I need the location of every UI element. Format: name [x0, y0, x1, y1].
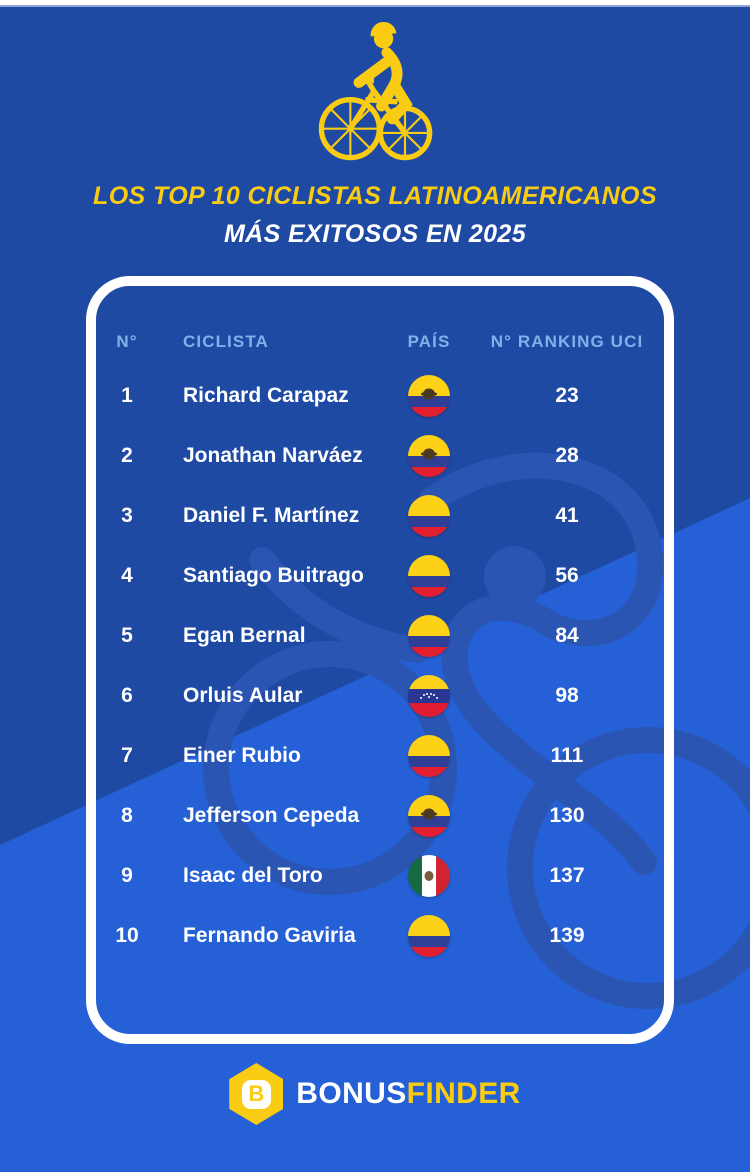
uci-ranking-value: 41	[555, 504, 579, 527]
flag-colombia-icon	[408, 915, 450, 957]
uci-ranking-value: 28	[555, 444, 579, 467]
rank-position: 1	[121, 384, 133, 407]
cyclist-name: Daniel F. Martínez	[183, 504, 360, 527]
table-row: 6 Orluis Aular 98	[96, 666, 664, 726]
uci-ranking-value: 139	[549, 924, 585, 947]
uci-ranking-value: 137	[549, 864, 585, 887]
brand-wordmark: BONUSFINDER	[296, 1077, 520, 1111]
table-row: 7 Einer Rubio 111	[96, 726, 664, 786]
rank-position: 6	[121, 684, 133, 707]
table-row: 1 Richard Carapaz 23	[96, 366, 664, 426]
brand-finder: FINDER	[406, 1077, 521, 1110]
bonusfinder-hexagon-icon: B	[229, 1063, 284, 1125]
uci-ranking-value: 56	[555, 564, 579, 587]
table-row: 3 Daniel F. Martínez 41	[96, 486, 664, 546]
rank-position: 7	[121, 744, 133, 767]
rank-position: 2	[121, 444, 133, 467]
rank-position: 10	[115, 924, 139, 947]
column-header-country: PAÍS	[407, 332, 451, 351]
cyclist-name: Egan Bernal	[183, 624, 306, 647]
country-flag-cell	[388, 855, 470, 897]
brand-bonus: BONUS	[296, 1077, 407, 1110]
flag-ecuador-icon	[408, 435, 450, 477]
country-flag-cell	[388, 915, 470, 957]
country-flag-cell	[388, 675, 470, 717]
top-edge-strip	[0, 0, 750, 5]
rank-position: 3	[121, 504, 133, 527]
uci-ranking-value: 98	[555, 684, 579, 707]
flag-colombia-icon	[408, 615, 450, 657]
flag-mexico-icon	[408, 855, 450, 897]
country-flag-cell	[388, 375, 470, 417]
country-flag-cell	[388, 615, 470, 657]
flag-ecuador-icon	[408, 375, 450, 417]
cyclist-name: Orluis Aular	[183, 684, 303, 707]
table-row: 9 Isaac del Toro 137	[96, 846, 664, 906]
country-flag-cell	[388, 735, 470, 777]
country-flag-cell	[388, 795, 470, 837]
column-header-number: N°	[116, 332, 138, 351]
flag-colombia-icon	[408, 735, 450, 777]
column-header-cyclist: CICLISTA	[183, 332, 269, 351]
flag-colombia-icon	[408, 555, 450, 597]
rank-position: 9	[121, 864, 133, 887]
rank-position: 8	[121, 804, 133, 827]
cyclist-name: Jonathan Narváez	[183, 444, 363, 467]
rank-position: 4	[121, 564, 133, 587]
table-row: 8 Jefferson Cepeda 130	[96, 786, 664, 846]
uci-ranking-value: 111	[550, 744, 584, 767]
table-row: 10 Fernando Gaviria 139	[96, 906, 664, 966]
table-row: 2 Jonathan Narváez 28	[96, 426, 664, 486]
flag-colombia-icon	[408, 495, 450, 537]
table-header-row: N° CICLISTA PAÍS N° RANKING UCI	[96, 332, 664, 352]
flag-venezuela-icon	[408, 675, 450, 717]
country-flag-cell	[388, 495, 470, 537]
page-title-line2: MÁS EXITOSOS EN 2025	[223, 220, 527, 248]
column-header-ranking: N° RANKING UCI	[490, 332, 644, 351]
country-flag-cell	[388, 555, 470, 597]
cyclist-name: Jefferson Cepeda	[183, 804, 360, 827]
bonusfinder-logo: B BONUSFINDER	[0, 1058, 750, 1130]
flag-ecuador-icon	[408, 795, 450, 837]
top-edge-line	[0, 5, 750, 7]
cyclist-name: Santiago Buitrago	[183, 564, 364, 587]
table-body: 1 Richard Carapaz 23 2 Jonathan Narváez …	[96, 366, 664, 966]
country-flag-cell	[388, 435, 470, 477]
page-title-line1: LOS TOP 10 CICLISTAS LATINOAMERICANOS	[93, 182, 657, 210]
uci-ranking-value: 23	[555, 384, 579, 407]
table-row: 5 Egan Bernal 84	[96, 606, 664, 666]
uci-ranking-value: 130	[549, 804, 585, 827]
cyclist-icon	[318, 21, 433, 161]
cyclist-name: Fernando Gaviria	[183, 924, 356, 947]
cyclist-name: Richard Carapaz	[183, 384, 349, 407]
bonusfinder-b-letter: B	[241, 1079, 271, 1109]
cyclist-name: Isaac del Toro	[183, 864, 323, 887]
ranking-table-card: N° CICLISTA PAÍS N° RANKING UCI 1 Richar…	[86, 276, 674, 1044]
rank-position: 5	[121, 624, 133, 647]
table-row: 4 Santiago Buitrago 56	[96, 546, 664, 606]
cyclist-name: Einer Rubio	[183, 744, 301, 767]
uci-ranking-value: 84	[555, 624, 579, 647]
